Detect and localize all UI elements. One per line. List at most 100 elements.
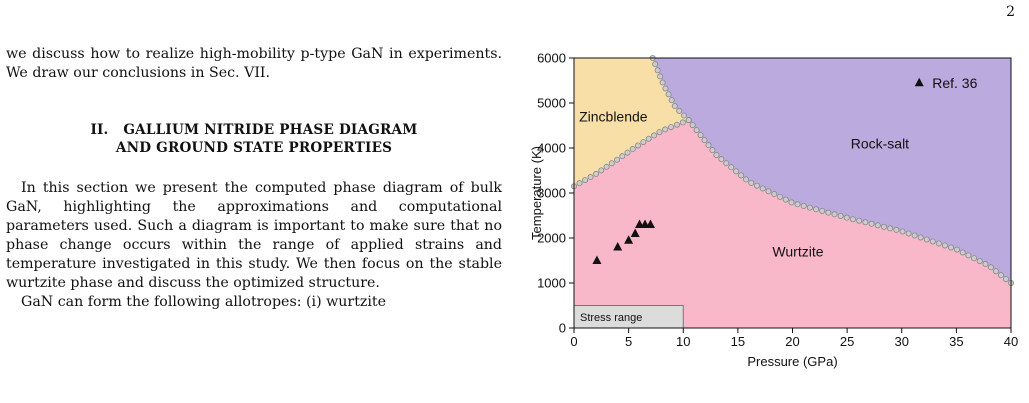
region-wurtzite <box>574 120 1011 328</box>
data-point-triangle <box>624 235 634 244</box>
boundary-marker <box>794 201 801 208</box>
boundary-marker <box>843 214 850 221</box>
boundary-marker <box>917 234 924 241</box>
stress-range-label: Stress range <box>580 312 642 324</box>
data-point-triangle <box>613 242 623 251</box>
boundary-marker <box>782 196 789 203</box>
boundary-marker <box>959 249 966 256</box>
boundary-marker <box>728 164 735 171</box>
x-tick-label: 30 <box>895 334 909 349</box>
boundary-marker <box>941 242 948 249</box>
y-tick-label: 5000 <box>537 96 566 111</box>
boundary-marker <box>676 107 683 114</box>
boundary-marker <box>992 268 999 275</box>
boundary-marker <box>753 182 760 189</box>
boundary-marker <box>689 122 696 129</box>
y-tick-label: 6000 <box>537 51 566 66</box>
boundary-marker <box>713 152 720 159</box>
boundary-marker <box>911 232 918 239</box>
boundary-zincblende-rocksalt <box>649 54 692 124</box>
boundary-marker <box>593 170 600 177</box>
boundary-marker <box>709 147 716 154</box>
boundary-marker <box>640 139 647 146</box>
paragraph-allotropes: GaN can form the following allotropes: (… <box>21 294 387 310</box>
section-heading: II. GALLIUM NITRIDE PHASE DIAGRAM AND GR… <box>6 121 502 157</box>
region-label-wurtzite: Wurtzite <box>772 244 823 260</box>
series-ref36 <box>592 219 655 264</box>
boundary-marker <box>668 124 675 131</box>
boundary-marker <box>576 180 583 187</box>
boundary-marker <box>976 258 983 265</box>
boundary-marker <box>680 112 687 119</box>
boundary-marker <box>776 193 783 200</box>
page-number: 2 <box>1006 4 1015 20</box>
boundary-marker <box>856 217 863 224</box>
data-point-triangle <box>630 228 640 237</box>
legend: Ref. 36 <box>914 75 978 91</box>
legend-label: Ref. 36 <box>932 75 977 91</box>
phase-diagram-figure: Stress range 0 5 10 15 20 25 30 35 40 0 1000 2000 300… <box>528 42 1023 382</box>
boundary-marker <box>971 255 978 262</box>
section-number: II. <box>90 122 109 138</box>
boundary-marker <box>923 236 930 243</box>
x-axis-label: Pressure (GPa) <box>747 354 837 369</box>
paragraph-intro: we discuss how to realize high-mobility … <box>6 46 502 81</box>
data-point-triangle <box>592 255 602 264</box>
boundary-marker <box>862 219 869 226</box>
boundary-marker <box>742 176 749 183</box>
x-tick-label: 0 <box>570 334 577 349</box>
boundary-marker <box>800 202 807 209</box>
boundary-marker <box>723 160 730 167</box>
boundary-marker <box>887 225 894 232</box>
boundary-marker <box>1002 276 1009 283</box>
boundary-wurtzite-rocksalt <box>685 117 1014 286</box>
boundary-marker <box>624 149 631 156</box>
x-tick-label: 5 <box>625 334 632 349</box>
boundary-marker <box>671 103 678 110</box>
boundary-marker <box>813 206 820 213</box>
y-tick-label: 4000 <box>537 141 566 156</box>
y-tick-label: 2000 <box>537 231 566 246</box>
boundary-marker <box>868 220 875 227</box>
y-axis-label: Temperature (K) <box>529 146 544 240</box>
boundary-marker <box>954 246 961 253</box>
region-label-rock-salt: Rock-salt <box>851 136 909 152</box>
boundary-marker <box>654 67 661 74</box>
x-tick-label: 15 <box>731 334 745 349</box>
boundary-marker <box>598 167 605 174</box>
paragraph-body: In this section we present the computed … <box>6 180 502 291</box>
boundary-marker <box>701 137 708 144</box>
boundary-marker <box>788 199 795 206</box>
boundary-marker <box>765 188 772 195</box>
boundary-marker <box>825 209 832 216</box>
boundary-marker <box>662 85 669 92</box>
boundary-marker <box>759 185 766 192</box>
boundary-marker <box>659 79 666 86</box>
boundary-marker <box>697 132 704 139</box>
x-tick-label: 10 <box>676 334 690 349</box>
boundary-marker <box>693 127 700 134</box>
region-label-zincblende: Zincblende <box>579 109 648 125</box>
boundary-marker <box>651 132 658 139</box>
boundary-marker <box>893 226 900 233</box>
x-tick-label: 35 <box>949 334 963 349</box>
boundary-marker <box>668 97 675 104</box>
boundary-marker <box>905 230 912 237</box>
boundary-marker <box>935 240 942 247</box>
boundary-marker <box>831 211 838 218</box>
boundary-marker <box>965 252 972 259</box>
boundary-marker <box>619 153 626 160</box>
boundary-marker <box>657 73 664 80</box>
boundary-marker <box>608 160 615 167</box>
boundary-marker <box>997 272 1004 279</box>
boundary-marker <box>880 223 887 230</box>
boundary-marker <box>929 238 936 245</box>
boundary-marker <box>738 172 745 179</box>
boundary-marker <box>665 91 672 98</box>
boundary-marker <box>982 261 989 268</box>
boundary-marker <box>582 177 589 184</box>
boundary-marker <box>806 204 813 211</box>
boundary-marker <box>947 244 954 251</box>
y-tick-label: 0 <box>559 321 566 336</box>
section-title-line2: AND GROUND STATE PROPERTIES <box>115 140 393 156</box>
